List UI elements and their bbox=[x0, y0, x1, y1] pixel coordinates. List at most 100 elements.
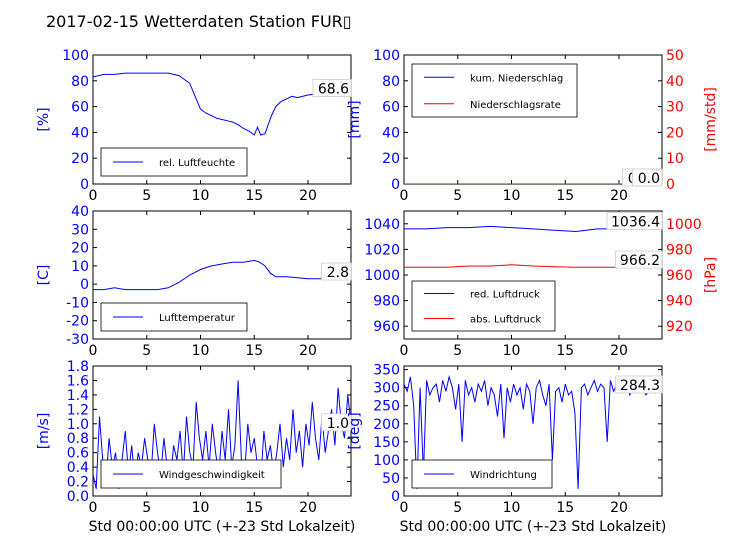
y-tick-label: 40 bbox=[382, 125, 400, 141]
y-tick-label: 1000 bbox=[364, 268, 400, 284]
x-tick-label: 5 bbox=[142, 188, 151, 204]
x-tick-label: 0 bbox=[400, 343, 409, 359]
y-tick-label: 60 bbox=[71, 100, 89, 116]
legend-box bbox=[411, 63, 578, 118]
x-tick-label: 0 bbox=[89, 188, 98, 204]
y-tick-label: 60 bbox=[382, 100, 400, 116]
y-tick-label: 980 bbox=[373, 294, 400, 310]
legend-label: red. Luftdruck bbox=[470, 290, 540, 301]
x-tick-label: 0 bbox=[400, 500, 409, 516]
y-tick-label: 20 bbox=[71, 151, 89, 167]
last-value-label: 1.0 bbox=[327, 416, 349, 432]
x-tick-label: 0 bbox=[89, 500, 98, 516]
x-tick-label: 20 bbox=[610, 500, 628, 516]
y-tick-label: 10 bbox=[71, 259, 89, 275]
y-tick-label-right: 1000 bbox=[666, 217, 702, 233]
y-tick-label: 250 bbox=[373, 399, 400, 415]
y-axis-label: [C] bbox=[36, 265, 52, 286]
y-tick-label: 0 bbox=[80, 277, 89, 293]
x-tick-label: 5 bbox=[142, 500, 151, 516]
y-tick-label: 80 bbox=[71, 74, 89, 90]
y-tick-label: 1020 bbox=[364, 242, 400, 258]
y-axis-label: [mm] bbox=[347, 100, 363, 138]
y-tick-label-right: 40 bbox=[666, 74, 684, 90]
x-tick-label: 15 bbox=[245, 500, 263, 516]
y-tick-label: 50 bbox=[382, 471, 400, 487]
x-tick-label: 10 bbox=[192, 343, 210, 359]
y-tick-label: 0 bbox=[391, 177, 400, 193]
y-tick-label: 0 bbox=[80, 177, 89, 193]
y-tick-label: 200 bbox=[373, 417, 400, 433]
x-tick-label: 10 bbox=[192, 500, 210, 516]
y-tick-label: 0.6 bbox=[67, 446, 89, 462]
legend-label: rel. Luftfeuchte bbox=[159, 158, 235, 169]
y-tick-label-right: 980 bbox=[666, 242, 693, 258]
last-value-box bbox=[632, 168, 663, 187]
last-value-box bbox=[312, 79, 352, 97]
legend-box bbox=[411, 280, 556, 332]
figure-title: 2017-02-15 Wetterdaten Station FUR▯ bbox=[46, 12, 352, 31]
y-tick-label-right: 940 bbox=[666, 294, 693, 310]
y-tick-label: 960 bbox=[373, 319, 400, 335]
x-tick-label: 10 bbox=[503, 343, 521, 359]
axes-frame bbox=[92, 54, 352, 185]
x-tick-label: 10 bbox=[192, 188, 210, 204]
x-tick-label: 0 bbox=[89, 343, 98, 359]
last-value-box bbox=[321, 413, 352, 432]
last-value-box bbox=[615, 250, 663, 269]
y-tick-label: 1.0 bbox=[67, 417, 89, 433]
axes-frame bbox=[403, 365, 663, 497]
legend-label: Lufttemperatur bbox=[159, 313, 236, 324]
x-tick-label: 0 bbox=[400, 188, 409, 204]
last-value-label: 284.3 bbox=[620, 378, 660, 394]
x-tick-label: 10 bbox=[503, 188, 521, 204]
x-tick-label: 20 bbox=[299, 500, 317, 516]
panel-humidity: 0 5 10 15 20 0 20 40 60 80 100 [%] rel. Luftfeuchte 6… bbox=[36, 48, 352, 204]
y-tick-label-right: 960 bbox=[666, 268, 693, 284]
legend-label: Windrichtung bbox=[470, 470, 537, 481]
y-tick-label: 20 bbox=[382, 151, 400, 167]
y-axis-label-right: [hPa] bbox=[703, 257, 719, 293]
x-axis-label: Std 00:00:00 UTC (+-23 Std Lokalzeit) bbox=[400, 519, 667, 535]
x-tick-label: 15 bbox=[556, 188, 574, 204]
y-axis-label: [m/s] bbox=[36, 413, 52, 450]
x-tick-label: 15 bbox=[556, 343, 574, 359]
y-tick-label-right: 20 bbox=[666, 125, 684, 141]
panel-wind_speed: 0 5 10 15 200.00.20.40.60.81.01.21.41.61.8[m… bbox=[36, 359, 355, 535]
x-tick-label: 5 bbox=[453, 500, 462, 516]
y-tick-label: 150 bbox=[373, 435, 400, 451]
y-tick-label: 100 bbox=[373, 453, 400, 469]
x-tick-label: 20 bbox=[299, 188, 317, 204]
x-tick-label: 15 bbox=[245, 188, 263, 204]
y-tick-label: 1.6 bbox=[67, 373, 89, 389]
y-tick-label: 80 bbox=[382, 74, 400, 90]
legend-label: abs. Luftdruck bbox=[470, 315, 541, 326]
y-tick-label: 0.4 bbox=[67, 460, 89, 476]
series-line-0 bbox=[93, 72, 351, 136]
series-line-0 bbox=[93, 259, 351, 291]
y-tick-label: 1.8 bbox=[67, 359, 89, 375]
x-tick-label: 5 bbox=[142, 343, 151, 359]
y-tick-label-right: 30 bbox=[666, 100, 684, 116]
last-value-label: 2.8 bbox=[327, 265, 349, 281]
y-tick-label-right: 10 bbox=[666, 151, 684, 167]
y-tick-label: 350 bbox=[373, 363, 400, 379]
legend-label: kum. Niederschlag bbox=[470, 73, 563, 84]
x-tick-label: 5 bbox=[453, 343, 462, 359]
x-tick-label: 15 bbox=[556, 500, 574, 516]
y-tick-label: 0.8 bbox=[67, 431, 89, 447]
y-tick-label-right: 50 bbox=[666, 48, 684, 64]
panel-pressure: 0 5 10 15 20 960 980 1000 1020 1040 920 940 960 980 10… bbox=[364, 210, 719, 359]
y-tick-label: -20 bbox=[66, 314, 89, 330]
y-tick-label: 1040 bbox=[364, 217, 400, 233]
x-tick-label: 20 bbox=[299, 343, 317, 359]
y-tick-label: 0.0 bbox=[67, 489, 89, 505]
y-tick-label: 0.2 bbox=[67, 475, 89, 491]
y-tick-label: 1.2 bbox=[67, 402, 89, 418]
y-tick-label-right: 920 bbox=[666, 319, 693, 335]
y-tick-label: 30 bbox=[71, 222, 89, 238]
y-tick-label: 1.4 bbox=[67, 388, 89, 404]
y-tick-label: 40 bbox=[71, 204, 89, 220]
